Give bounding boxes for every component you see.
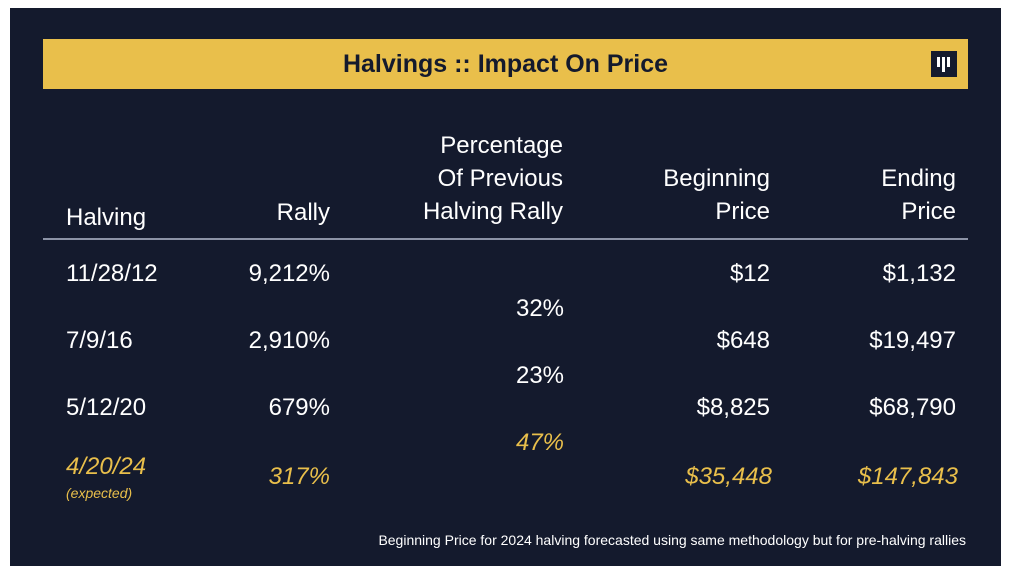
row4-expected-note: (expected) [66,485,133,501]
row3-begin: $8,825 [696,394,770,421]
row3-rally: 679% [268,394,330,421]
row1-end: $1,132 [882,260,956,287]
row2-begin: $648 [716,327,770,354]
row2-halving: 7/9/16 [66,327,133,354]
row4-begin: $35,448 [685,463,772,490]
row1-begin: $12 [729,260,770,287]
row2-end: $19,497 [869,327,956,354]
row3-end: $68,790 [869,394,956,421]
row2-rally: 2,910% [248,327,330,354]
header-rally: Rally [276,199,330,226]
row1-halving: 11/28/12 [66,260,158,287]
header-end-line1: Ending [881,165,956,192]
row4-rally: 317% [268,463,330,490]
slide-frame: Halvings :: Impact On Price Halving Rall… [10,8,1001,566]
page-title: Halvings :: Impact On Price [342,50,669,78]
header-halving: Halving [66,204,147,231]
title-bar: Halvings :: Impact On Price [43,39,968,89]
header-begin-line1: Beginning [663,165,770,192]
messari-logo-icon [931,51,957,77]
header-divider [43,238,968,240]
header-end-line2: Price [901,198,956,225]
header-begin-line2: Price [715,198,770,225]
ratio-1: 32% [515,295,565,322]
row4-halving: 4/20/24 [66,453,147,480]
row4-end: $147,843 [857,463,958,490]
ratio-3: 47% [515,429,565,456]
ratio-2: 23% [515,362,565,389]
footnote: Beginning Price for 2024 halving forecas… [378,532,966,548]
row1-rally: 9,212% [248,260,330,287]
row3-halving: 5/12/20 [66,394,147,421]
header-pct-line2: Of Previous [437,165,563,192]
header-pct-line1: Percentage [440,132,563,159]
header-pct-line3: Halving Rally [422,198,563,225]
